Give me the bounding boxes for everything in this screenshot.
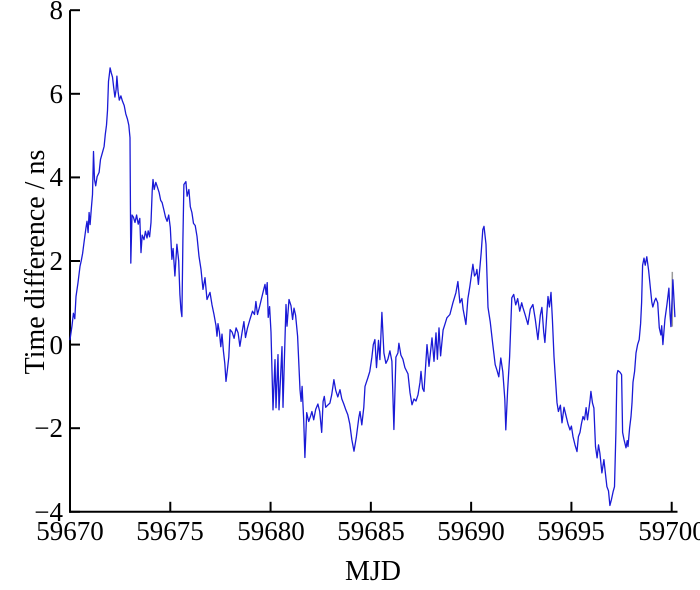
x-tick-label-59670: 59670 xyxy=(36,516,104,546)
x-tick-label-59690: 59690 xyxy=(437,516,505,546)
y-tick-label-neg2: −2 xyxy=(34,413,63,443)
y-tick-label-2: 2 xyxy=(49,246,64,276)
y-tick-label-8: 8 xyxy=(49,0,64,25)
x-axis-title: MJD xyxy=(344,556,401,587)
x-tick-label-59675: 59675 xyxy=(136,516,204,546)
x-tick-label-59680: 59680 xyxy=(237,516,305,546)
y-tick-label-6: 6 xyxy=(49,79,64,109)
x-tick-label-59685: 59685 xyxy=(337,516,405,546)
y-tick-label-neg4: −4 xyxy=(34,497,63,527)
y-axis-title: Time difference / ns xyxy=(20,149,51,375)
y-tick-label-4: 4 xyxy=(49,162,64,192)
time-difference-line xyxy=(69,67,676,507)
x-tick-label-59695: 59695 xyxy=(537,516,605,546)
x-tick-label-59700: 59700 xyxy=(638,516,700,546)
y-tick-label-0: 0 xyxy=(49,330,64,360)
